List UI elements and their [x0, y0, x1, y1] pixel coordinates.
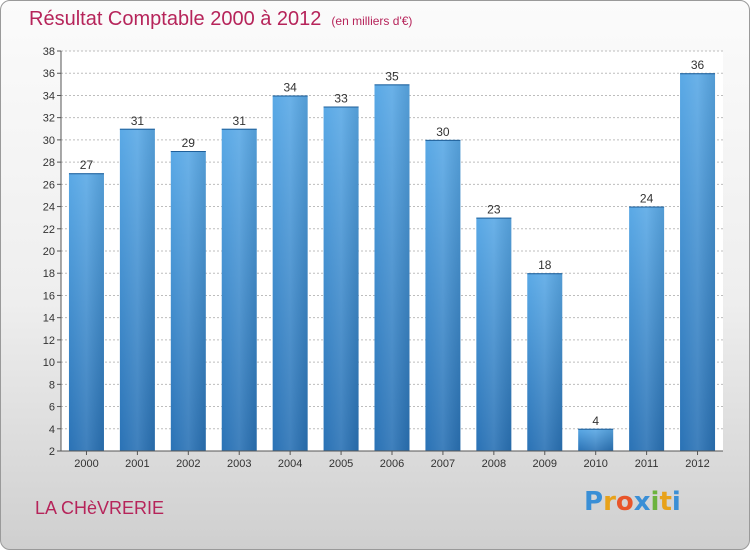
bar-shine	[68, 173, 104, 451]
chart-subtitle: (en milliers d'€)	[331, 14, 413, 28]
y-tick-label: 6	[49, 402, 55, 414]
bar-value-label: 27	[80, 158, 94, 172]
bar-value-label: 33	[334, 92, 348, 106]
bar-shine	[119, 128, 155, 451]
x-tick-label: 2009	[533, 458, 557, 470]
x-tick-label: 2005	[329, 458, 353, 470]
y-tick-label: 26	[43, 179, 55, 191]
bar-value-label: 31	[131, 114, 145, 128]
y-tick-label: 28	[43, 157, 55, 169]
y-tick-label: 20	[43, 246, 55, 258]
bar-shine	[527, 273, 563, 451]
x-tick-label: 2012	[685, 458, 709, 470]
x-tick-label: 2004	[278, 458, 302, 470]
bar-value-label: 23	[487, 203, 501, 217]
proxiti-logo: Proxiti	[584, 487, 681, 517]
chart-title-text: Résultat Comptable 2000 à 2012	[29, 8, 322, 30]
x-tick-label: 2003	[227, 458, 251, 470]
bar-value-label: 18	[538, 258, 552, 272]
y-tick-label: 4	[49, 424, 55, 436]
y-tick-label: 12	[43, 335, 55, 347]
y-tick-label: 14	[43, 313, 55, 325]
bar-value-label: 31	[233, 114, 247, 128]
bar-value-label: 36	[691, 58, 705, 72]
x-tick-label: 2002	[176, 458, 200, 470]
x-tick-label: 2000	[74, 458, 98, 470]
bar-value-label: 35	[385, 69, 399, 83]
y-tick-label: 34	[43, 90, 55, 102]
bar-value-label: 4	[592, 414, 599, 428]
y-tick-label: 38	[43, 46, 55, 58]
logo-letter: i	[650, 487, 660, 517]
bar-shine	[323, 106, 359, 452]
bar-shine	[680, 73, 716, 451]
logo-letter: o	[615, 487, 634, 517]
logo-letter: i	[671, 487, 681, 517]
logo-letter: x	[633, 487, 651, 517]
y-tick-label: 16	[43, 290, 55, 302]
y-tick-label: 18	[43, 268, 55, 280]
bar-shine	[272, 95, 308, 451]
y-tick-label: 2	[49, 446, 55, 458]
bar-shine	[170, 151, 206, 451]
bar-value-label: 29	[182, 136, 196, 150]
bar-shine	[578, 428, 614, 451]
bar-shine	[476, 217, 512, 451]
bar-value-label: 30	[436, 125, 450, 139]
y-tick-label: 24	[43, 202, 55, 214]
y-tick-label: 10	[43, 357, 55, 369]
bar-shine	[221, 128, 257, 451]
x-tick-label: 2007	[431, 458, 455, 470]
y-tick-label: 8	[49, 379, 55, 391]
bar-shine	[425, 139, 461, 451]
x-tick-label: 2008	[482, 458, 506, 470]
bar-shine	[629, 206, 665, 451]
y-tick-label: 22	[43, 224, 55, 236]
chart-title: Résultat Comptable 2000 à 2012 (en millie…	[29, 8, 412, 31]
bar-value-label: 34	[283, 80, 297, 94]
y-tick-label: 30	[43, 135, 55, 147]
x-tick-label: 2001	[125, 458, 149, 470]
logo-letter: t	[659, 487, 672, 517]
x-tick-label: 2011	[635, 458, 659, 470]
y-tick-label: 32	[43, 113, 55, 125]
logo-letter: r	[603, 487, 616, 517]
commune-name: LA CHèVRERIE	[35, 498, 165, 518]
y-tick-label: 36	[43, 68, 55, 80]
bar-value-label: 24	[640, 192, 654, 206]
x-tick-label: 2010	[583, 458, 607, 470]
x-tick-label: 2006	[380, 458, 404, 470]
bar-shine	[374, 84, 410, 451]
logo-letter: P	[584, 487, 604, 517]
